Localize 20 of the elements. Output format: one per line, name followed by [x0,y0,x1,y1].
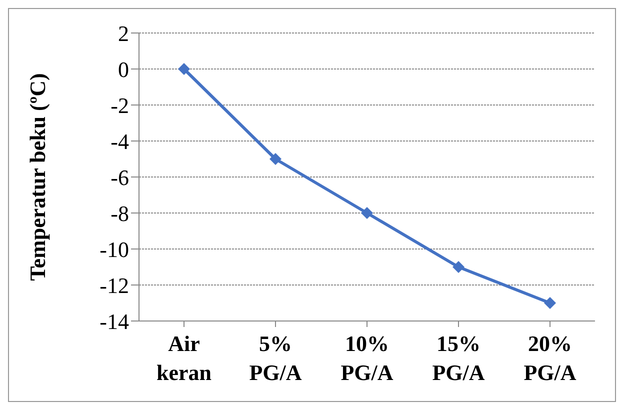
x-tick-label: Air keran [156,331,212,385]
y-tick-label: -8 [110,200,129,226]
point [544,297,556,309]
y-tick-label: 2 [118,20,129,46]
point [452,261,464,273]
y-tick-label: -2 [110,92,129,118]
x-tick-label: 5% PG/A [249,331,302,385]
x-tick-label: 15% PG/A [432,331,485,385]
y-tick-label: 0 [118,56,129,82]
point [361,207,373,219]
y-tick-label: -4 [110,128,129,154]
y-tick-label: -10 [100,236,129,262]
x-tick-label: 10% PG/A [340,331,394,385]
point [178,63,190,75]
y-tick-label: -14 [100,308,129,334]
point [270,153,282,165]
y-tick-label: -6 [110,164,129,190]
x-tick-label: 20% PG/A [524,331,576,385]
y-axis-title: Temperatur beku (ºC) [24,73,50,281]
y-tick-label: -12 [100,272,129,298]
